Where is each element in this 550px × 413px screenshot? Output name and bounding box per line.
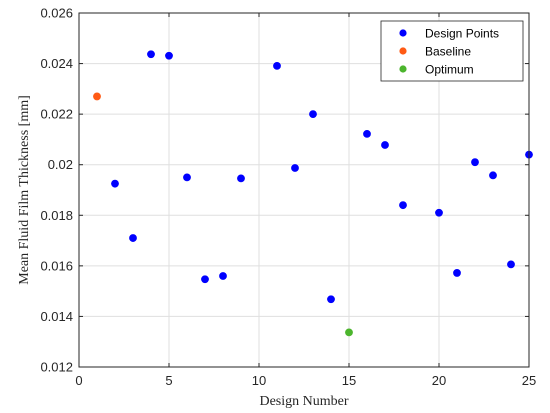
y-tick-label: 0.012 (40, 360, 73, 375)
x-tick-label: 5 (165, 373, 172, 388)
data-point-design-points (219, 272, 227, 280)
data-point-design-points (129, 234, 137, 242)
y-tick-label: 0.02 (48, 157, 73, 172)
data-point-design-points (399, 201, 407, 210)
data-points (93, 50, 533, 337)
data-point-optimum (345, 328, 353, 337)
data-point-baseline (93, 92, 101, 101)
legend: Design Points Baseline Optimum (380, 20, 524, 82)
y-tick-label: 0.024 (40, 56, 73, 71)
data-point-design-points (273, 61, 281, 70)
x-tick-label: 10 (252, 373, 266, 388)
data-point-design-points (291, 164, 299, 172)
data-point-design-points (453, 269, 461, 277)
legend-label-optimum: Optimum (425, 63, 474, 77)
legend-marker-baseline (399, 47, 407, 55)
data-point-design-points (237, 174, 245, 183)
legend-label-baseline: Baseline (425, 45, 471, 59)
y-tick-label: 0.026 (40, 6, 73, 21)
data-point-design-points (183, 173, 191, 182)
x-tick-label: 0 (75, 373, 82, 388)
x-tick-label: 15 (342, 373, 356, 388)
y-tick-label: 0.022 (40, 107, 73, 122)
data-point-design-points (381, 141, 389, 149)
tick-labels: 0 5 10 15 20 25 0.012 0.014 0.016 0.018 0.02 0.022 0… (40, 6, 536, 389)
x-tick-label: 20 (432, 373, 446, 388)
legend-label-design-points: Design Points (425, 27, 499, 41)
data-point-design-points (309, 110, 317, 119)
data-point-design-points (507, 260, 515, 269)
legend-marker-optimum (399, 65, 407, 73)
y-tick-label: 0.016 (40, 258, 73, 273)
data-point-design-points (471, 158, 479, 167)
data-point-design-points (147, 50, 155, 59)
data-point-design-points (111, 179, 119, 188)
y-tick-label: 0.018 (40, 208, 73, 223)
y-tick-label: 0.014 (40, 309, 73, 324)
data-point-design-points (435, 208, 443, 217)
y-axis-label: Mean Fluid Film Thickness [mm] (17, 95, 32, 285)
data-point-design-points (201, 275, 209, 284)
data-point-design-points (327, 295, 335, 304)
x-tick-label: 25 (522, 373, 536, 388)
legend-marker-design-points (399, 29, 407, 37)
x-axis-label: Design Number (259, 394, 348, 409)
data-point-design-points (363, 129, 371, 138)
plot-area-frame (78, 12, 530, 368)
data-point-design-points (165, 51, 173, 60)
data-point-design-points (489, 171, 497, 180)
